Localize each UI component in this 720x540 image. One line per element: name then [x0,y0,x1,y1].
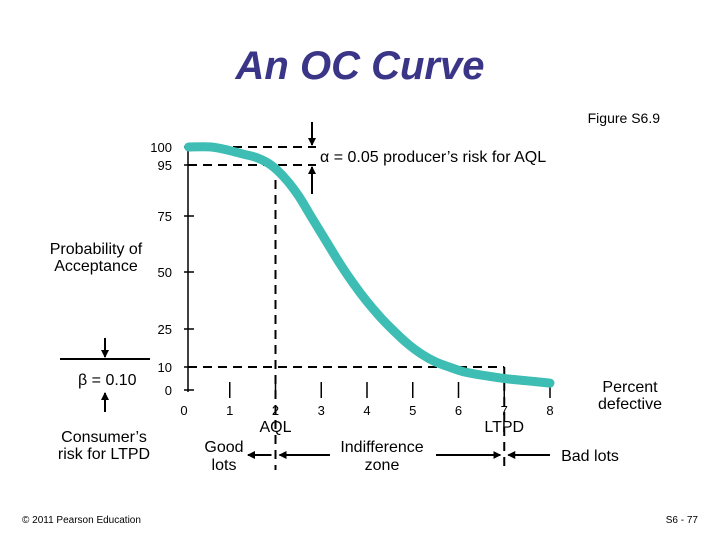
page-title: An OC Curve [235,44,485,88]
ltpd-label: LTPD [484,419,524,436]
y-tick-label: 25 [158,322,172,337]
aql-label: AQL [259,419,291,436]
consumers-risk-label: Consumer’s risk for LTPD [58,429,150,463]
x-tick-label: 1 [226,403,233,418]
y-tick-label: 50 [158,265,172,280]
beta-annotation: β = 0.10 [78,372,137,389]
alpha-annotation: α = 0.05 producer’s risk for AQL [320,149,546,166]
copyright-footer: © 2011 Pearson Education [22,515,141,526]
x-axis-label: Percent defective [598,379,662,413]
oc-curve-line [184,142,555,388]
y-tick-label: 95 [158,158,172,173]
bad-lots-label: Bad lots [561,448,619,465]
indifference-zone-label: Indifference zone [340,439,423,474]
x-tick-label: 3 [318,403,325,418]
x-tick-label: 4 [363,403,370,418]
x-tick-label: 8 [546,403,553,418]
y-tick-label: 75 [158,209,172,224]
good-lots-label: Good lots [204,439,243,474]
x-tick-label: 6 [455,403,462,418]
y-axis-label: Probability of Acceptance [49,241,143,275]
y-tick-label: 100 [150,140,172,155]
y-tick-label: 0 [165,383,172,398]
x-tick-label: 0 [180,403,187,418]
x-tick-label: 7 [501,403,508,418]
slide-number: S6 - 77 [665,515,698,526]
figure-reference: Figure S6.9 [587,110,660,126]
x-tick-label: 5 [409,403,416,418]
y-tick-label: 10 [158,360,172,375]
